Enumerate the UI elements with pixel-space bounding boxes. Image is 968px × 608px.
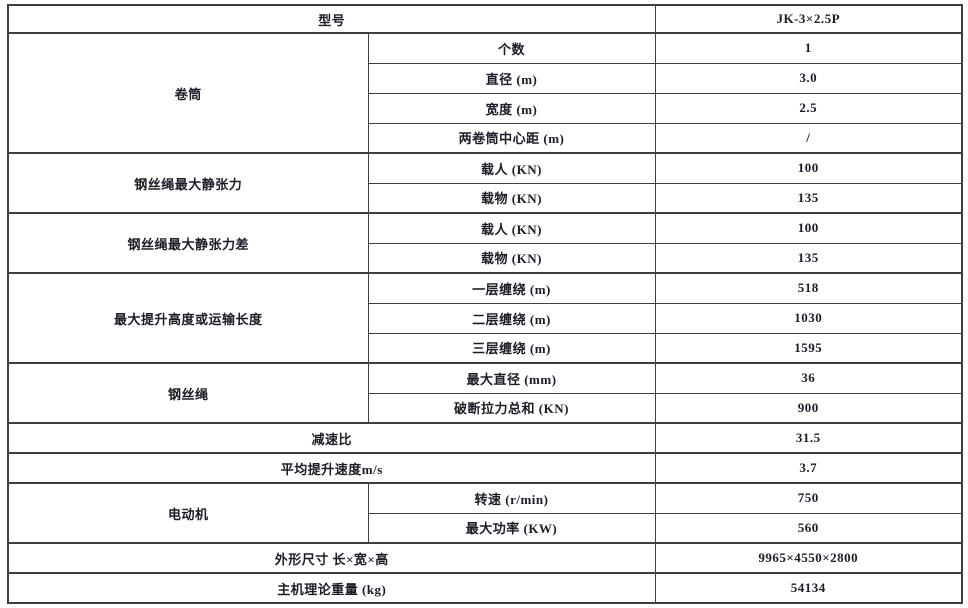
table-row: 钢丝绳 最大直径 (mm) 36: [7, 362, 963, 424]
value-cell: 31.5: [654, 422, 963, 454]
table-row: 三层缠绕 (m) 1595: [8, 332, 963, 364]
table-row: 卷筒 个数 1: [7, 32, 963, 154]
param-cell: 二层缠绕 (m): [367, 302, 656, 334]
param-cell: 宽度 (m): [367, 92, 656, 124]
param-cell: 直径 (m): [367, 62, 656, 94]
param-cell: 三层缠绕 (m): [367, 332, 656, 364]
param-cell: 一层缠绕 (m): [367, 272, 656, 304]
table-row: 平均提升速度m/s 3.7: [7, 452, 963, 484]
table-row: 最大提升高度或运输长度 一层缠绕 (m) 518: [7, 272, 963, 364]
table-row: 直径 (m) 3.0: [8, 62, 963, 94]
param-cell: 载物 (KN): [367, 242, 656, 274]
param-cell: 转速 (r/min): [367, 482, 656, 514]
table-row: 载物 (KN) 135: [8, 182, 963, 214]
table-row: 减速比 31.5: [7, 422, 963, 454]
param-cell: 载物 (KN): [367, 182, 656, 214]
param-cell: 最大功率 (KW): [367, 512, 656, 544]
value-cell: 560: [654, 512, 963, 544]
value-cell: 135: [654, 242, 963, 274]
value-cell: 750: [654, 482, 963, 514]
value-cell: 135: [654, 182, 963, 214]
value-cell: 2.5: [654, 92, 963, 124]
param-cell: 载人 (KN): [367, 152, 656, 184]
model-label-cell: 型号: [7, 4, 656, 34]
table-row: 钢丝绳最大静张力差 载人 (KN) 100: [7, 212, 963, 274]
value-cell: 1: [654, 32, 963, 64]
param-cell: 破断拉力总和 (KN): [367, 392, 656, 424]
param-cell: 两卷筒中心距 (m): [367, 122, 656, 154]
category-cell-max-hoist-height: 最大提升高度或运输长度: [7, 272, 369, 364]
param-cell: 载人 (KN): [367, 212, 656, 244]
value-cell: 3.7: [654, 452, 963, 484]
table-row: 外形尺寸 长×宽×高 9965×4550×2800: [7, 542, 963, 574]
table-row: 电动机 转速 (r/min) 750: [7, 482, 963, 544]
value-cell: 1595: [654, 332, 963, 364]
table-row: 型号 JK-3×2.5P: [7, 4, 963, 34]
param-cell-overall-dimensions: 外形尺寸 长×宽×高: [7, 542, 656, 574]
value-cell: 36: [654, 362, 963, 394]
param-cell: 个数: [367, 32, 656, 64]
table-row: 载物 (KN) 135: [8, 242, 963, 274]
table-row: 钢丝绳最大静张力 载人 (KN) 100: [7, 152, 963, 214]
table-row: 宽度 (m) 2.5: [8, 92, 963, 124]
param-cell-theoretical-weight: 主机理论重量 (kg): [7, 572, 656, 604]
hoist-spec-table: 型号 JK-3×2.5P 卷筒 个数 1 直径 (m) 3.0 宽度 (m) 2…: [7, 4, 964, 604]
table-row: 两卷筒中心距 (m) /: [8, 122, 963, 154]
value-cell: 100: [654, 152, 963, 184]
value-cell: 54134: [654, 572, 963, 604]
param-cell: 最大直径 (mm): [367, 362, 656, 394]
category-cell-motor: 电动机: [7, 482, 369, 544]
value-cell: 100: [654, 212, 963, 244]
value-cell: 3.0: [654, 62, 963, 94]
model-value-cell: JK-3×2.5P: [654, 4, 963, 34]
value-cell: /: [654, 122, 963, 154]
param-cell-reduction-ratio: 减速比: [7, 422, 656, 454]
value-cell: 9965×4550×2800: [654, 542, 963, 574]
category-cell-max-static-tension: 钢丝绳最大静张力: [7, 152, 369, 214]
param-cell-average-speed: 平均提升速度m/s: [7, 452, 656, 484]
category-cell-drum: 卷筒: [7, 32, 369, 154]
category-cell-max-static-tension-diff: 钢丝绳最大静张力差: [7, 212, 369, 274]
category-cell-wire-rope: 钢丝绳: [7, 362, 369, 424]
value-cell: 1030: [654, 302, 963, 334]
value-cell: 518: [654, 272, 963, 304]
value-cell: 900: [654, 392, 963, 424]
table-row: 主机理论重量 (kg) 54134: [7, 572, 963, 604]
table-row: 最大功率 (KW) 560: [8, 512, 963, 544]
table-row: 二层缠绕 (m) 1030: [8, 302, 963, 334]
